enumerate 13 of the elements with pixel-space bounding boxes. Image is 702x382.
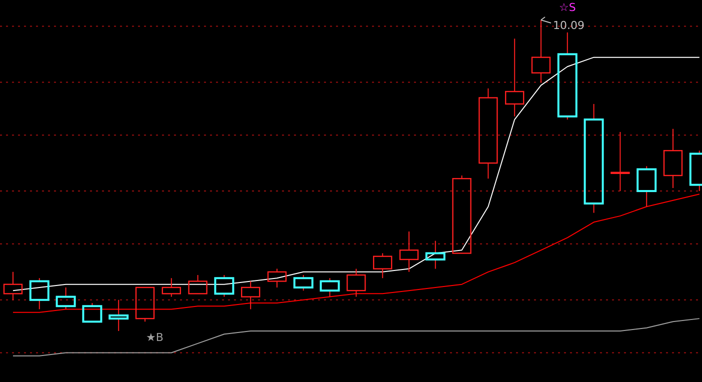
candlestick (241, 280, 260, 310)
candlestick (584, 103, 604, 214)
candlestick (663, 128, 683, 188)
candlestick (425, 240, 446, 270)
annotation: 10.09 (553, 19, 584, 32)
candlestick (478, 88, 498, 180)
annotation: ★B (146, 331, 164, 344)
text: ☆S (559, 1, 576, 14)
candlestick (531, 20, 551, 83)
candlestick (505, 38, 524, 117)
candlestick (108, 299, 129, 332)
candlestick (399, 230, 419, 272)
candlestick (610, 131, 630, 192)
